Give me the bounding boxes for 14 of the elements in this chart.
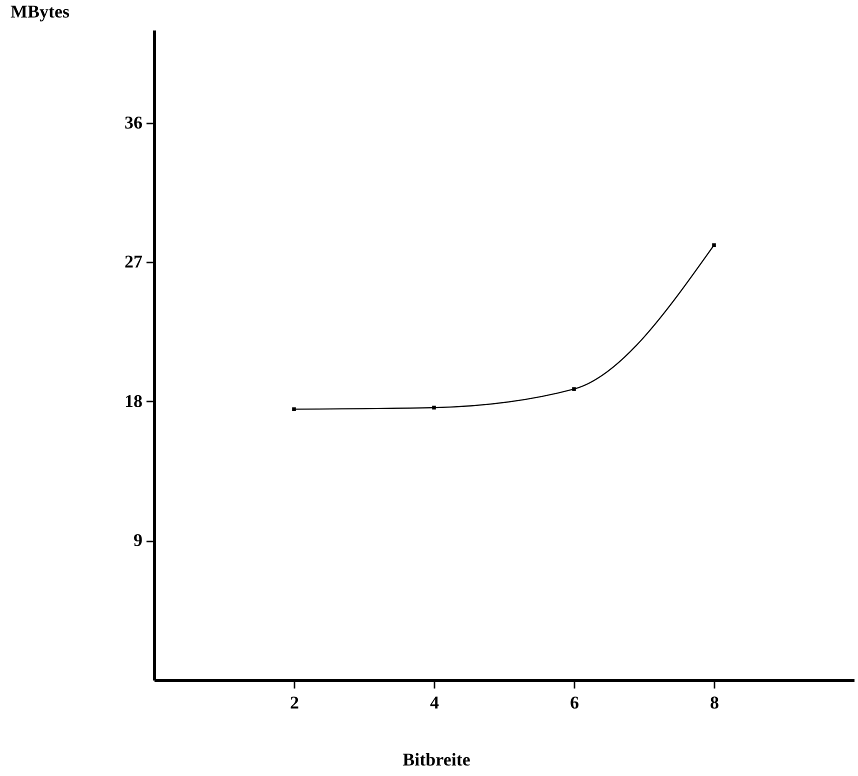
- x-tick-label: 6: [570, 692, 579, 712]
- y-axis-title: MBytes: [10, 2, 70, 22]
- x-axis-title: Bitbreite: [402, 750, 470, 770]
- y-tick-label: 9: [134, 530, 142, 550]
- x-tick-label: 4: [430, 692, 439, 712]
- point: [712, 243, 716, 247]
- point: [432, 406, 436, 410]
- point: [572, 387, 576, 391]
- point: [292, 407, 296, 412]
- x-tick-label: 2: [290, 692, 299, 712]
- x-tick-label: 8: [710, 692, 719, 712]
- y-tick-label: 27: [124, 252, 142, 272]
- y-tick-label: 18: [124, 390, 142, 411]
- y-tick-label: 36: [124, 112, 142, 132]
